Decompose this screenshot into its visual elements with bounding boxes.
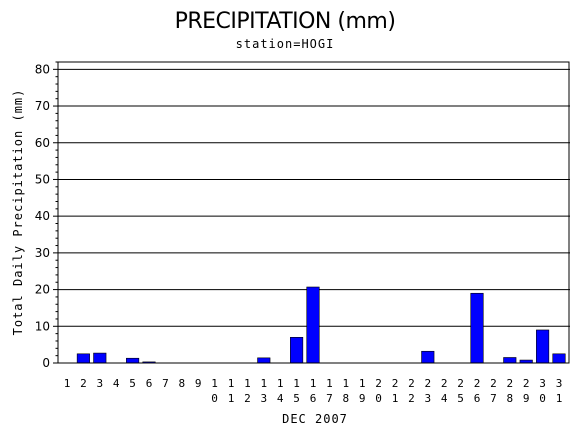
x-tick-label: 6 [146,377,153,390]
bar-day-31 [552,353,566,364]
x-axis-label: DEC 2007 [282,412,348,426]
bar-day-3 [93,352,107,364]
bar-day-16 [306,286,320,364]
bar-day-2 [76,353,90,364]
bar-day-30 [536,329,550,364]
y-tick-label: 40 [35,209,50,223]
plot-frame [57,61,570,364]
y-tick-label: 30 [35,246,50,260]
x-tick-label: 7 [162,377,169,390]
x-tick-label: 8 [178,377,185,390]
x-tick-label: 1 [64,377,71,390]
y-axis-label: Total Daily Precipitation (mm) [11,89,25,336]
x-tick-label: 5 [129,377,136,390]
x-tick-label: 4 [113,377,120,390]
grid-layer [58,68,570,327]
y-tick-label: 50 [35,172,50,186]
bar-day-28 [503,357,517,364]
y-tick-label: 0 [42,356,50,370]
y-tick-label: 10 [35,319,50,333]
y-tick-label: 80 [35,62,50,76]
bar-day-13 [257,357,271,364]
y-tick-layer: 0 10 20 30 40 50 60 70 80 [35,61,58,370]
y-tick-label: 20 [35,283,50,297]
y-tick-label: 60 [35,136,50,150]
x-tick-label: 2 [80,377,87,390]
bar-day-26 [470,292,484,364]
bar-layer [76,286,566,364]
chart-subtitle: station=HOGI [236,37,335,51]
x-tick-label: 9 [195,377,202,390]
chart-title: PRECIPITATION (mm) [175,9,396,34]
x-tick-label: 3 [96,377,103,390]
bar-day-5 [126,357,140,364]
bar-day-23 [421,350,435,364]
bar-day-15 [290,337,304,364]
x-tick-layer: 1 2 3 4 5 6 7 8 9 1 01 11 21 31 41 51 61 71 81 92 02 12 22 32 42… [64,377,563,405]
y-tick-label: 70 [35,99,50,113]
